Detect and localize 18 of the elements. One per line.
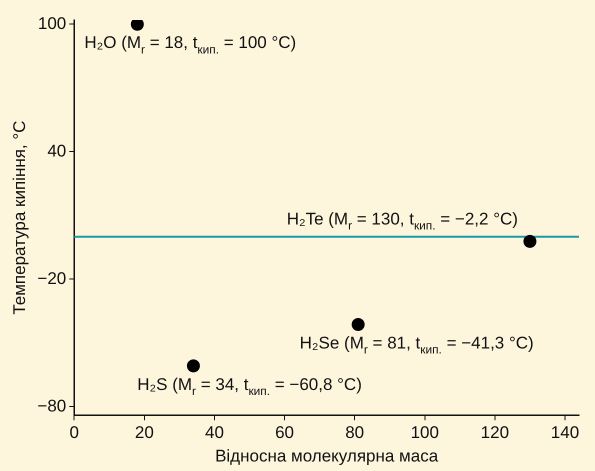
- y-tick-label: −80: [37, 396, 66, 416]
- x-tick-label: 0: [70, 423, 79, 442]
- y-axis-title: Температура кипіння, °C: [10, 120, 29, 315]
- x-tick-label: 120: [480, 423, 510, 442]
- point: [523, 234, 536, 248]
- x-tick-label: 100: [410, 423, 439, 442]
- point: [352, 318, 365, 331]
- y-tick-label: −20: [37, 268, 66, 288]
- x-tick-label: 20: [134, 423, 154, 442]
- x-axis-title: Відносна молекулярна маса: [215, 446, 439, 466]
- point: [130, 20, 144, 31]
- x-tick-label: 80: [345, 423, 364, 442]
- y-tick-label: 40: [47, 141, 66, 160]
- x-tick-label: 60: [275, 423, 294, 442]
- y-tick-label: 100: [38, 14, 66, 33]
- x-tick-label: 140: [550, 423, 580, 442]
- point: [186, 359, 200, 372]
- x-tick-label: 40: [204, 423, 224, 442]
